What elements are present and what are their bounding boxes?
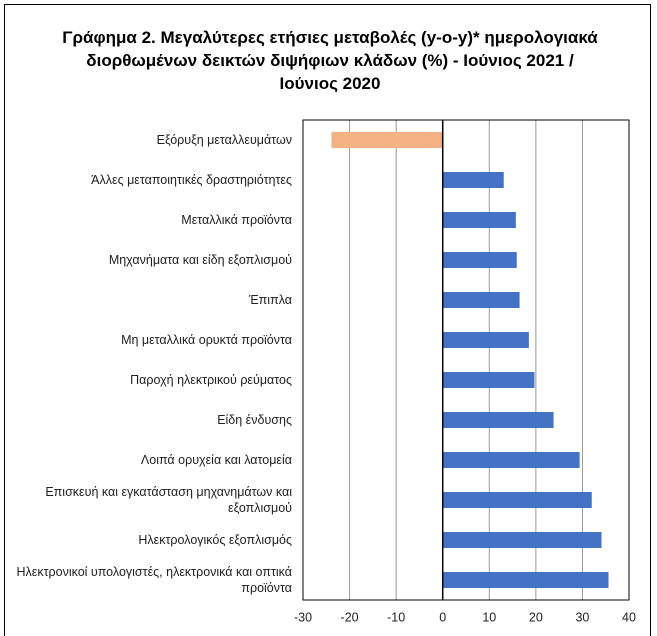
chart-frame [4,4,651,636]
bar [442,332,529,348]
y-tick-label: Ηλεκτρονικοί υπολογιστές, ηλεκτρονικά κα… [16,565,292,595]
y-tick-label: Επισκευή και εγκατάσταση μηχανημάτων και… [45,485,292,515]
x-tick-label: 30 [575,610,589,624]
x-tick-label: 20 [529,610,543,624]
bar [442,412,554,428]
y-tick-label: Μηχανήματα και είδη εξοπλισμού [108,253,292,267]
y-tick-label: Έπιπλα [248,293,292,307]
y-tick-label: Λοιπά ορυχεία και λατομεία [140,453,292,467]
y-tick-label: Μεταλλικά προϊόντα [181,213,292,227]
bar [442,372,535,388]
bar [442,572,609,588]
bar [442,292,520,308]
y-tick-label: Εξόρυξη μεταλλευμάτων [156,133,292,147]
chart-title: Γράφημα 2. Μεγαλύτερες ετήσιες μεταβολές… [62,28,598,93]
bar [442,252,517,268]
bar [442,492,592,508]
bar [442,212,516,228]
x-tick-label: 40 [622,610,636,624]
x-tick-label: -20 [341,610,359,624]
bar [442,532,602,548]
bar [331,132,443,148]
bar [442,172,504,188]
x-tick-label: -10 [387,610,405,624]
y-tick-label: Μη μεταλλικά ορυκτά προϊόντα [121,333,292,347]
y-tick-label: Παροχή ηλεκτρικού ρεύματος [130,373,292,387]
y-tick-label: Άλλες μεταποιητικές δραστηριότητες [91,173,292,187]
x-tick-label: -30 [294,610,312,624]
plot-border [302,119,630,601]
y-tick-label: Ηλεκτρολογικός εξοπλισμός [138,533,292,547]
bar [442,452,580,468]
y-tick-label: Είδη ένδυσης [217,413,292,427]
x-tick-label: 0 [439,610,446,624]
x-tick-label: 10 [482,610,496,624]
